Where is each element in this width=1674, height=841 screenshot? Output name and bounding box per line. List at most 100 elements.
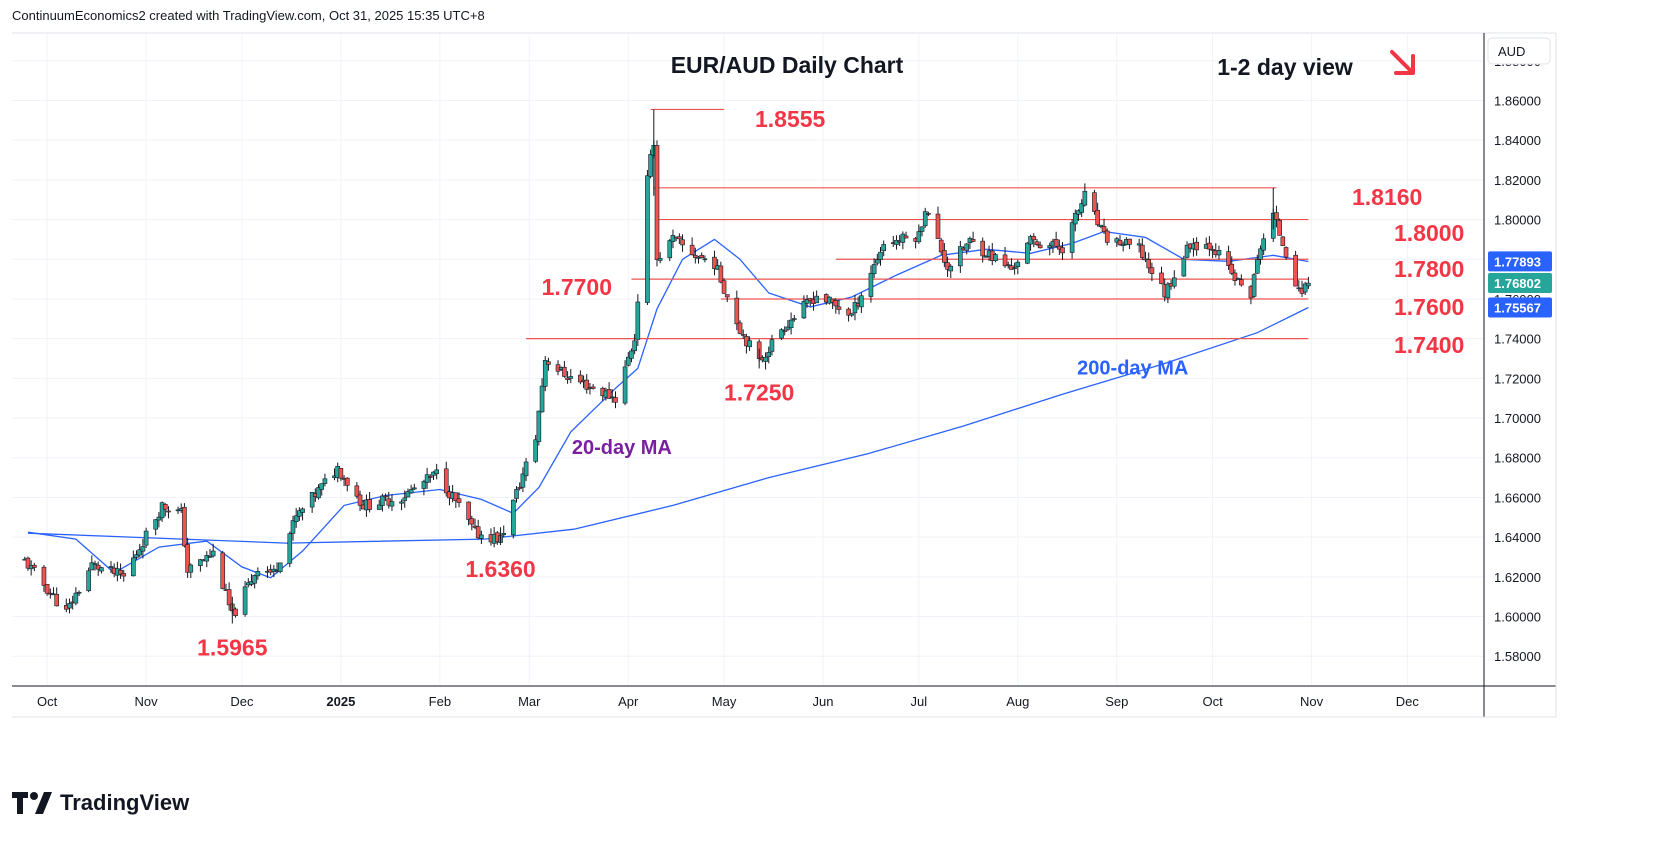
- candle: [763, 352, 768, 370]
- candle: [297, 507, 302, 521]
- candle: [44, 584, 50, 596]
- candle: [578, 370, 583, 385]
- candle-body: [814, 295, 819, 304]
- candle: [1082, 183, 1088, 207]
- candle-body: [542, 360, 548, 387]
- candle-body: [383, 495, 388, 498]
- candle: [89, 555, 95, 571]
- candle: [511, 499, 516, 539]
- candle: [648, 149, 653, 179]
- candle: [584, 374, 590, 394]
- candle-body: [159, 502, 165, 519]
- candle-body: [606, 389, 612, 399]
- candle-body: [734, 297, 740, 325]
- candle-body: [1254, 259, 1260, 274]
- candle: [153, 519, 158, 536]
- candle-body: [859, 295, 864, 308]
- candle: [220, 550, 226, 590]
- candle: [54, 587, 60, 607]
- candle-body: [712, 256, 717, 269]
- candle: [546, 357, 551, 371]
- level-label: 1.7800: [1394, 256, 1464, 282]
- candle-body: [514, 489, 519, 499]
- candle-body: [1277, 220, 1282, 236]
- candle-body: [1149, 267, 1155, 274]
- candle-body: [846, 308, 851, 316]
- candle-body: [970, 238, 976, 242]
- candle: [622, 360, 628, 406]
- chart-attribution: ContinuumEconomics2 created with Trading…: [12, 8, 485, 23]
- tradingview-logo-icon: [12, 792, 52, 814]
- price-tag: [1488, 273, 1552, 294]
- candle: [226, 582, 232, 611]
- candle-body: [737, 322, 743, 334]
- candle-body: [511, 499, 516, 536]
- candle: [562, 360, 567, 378]
- x-tick-label: Oct: [1202, 694, 1223, 709]
- candle-body: [520, 473, 526, 488]
- candle: [99, 566, 104, 574]
- candle: [1165, 282, 1171, 304]
- candle: [1104, 228, 1110, 246]
- candle-body: [625, 356, 631, 366]
- candle-body: [204, 555, 210, 562]
- candle: [338, 467, 344, 481]
- candle-body: [434, 469, 439, 475]
- candle: [788, 312, 794, 335]
- candle: [290, 515, 296, 541]
- candle-body: [1127, 238, 1132, 245]
- candle-body: [539, 385, 545, 413]
- candle-body: [137, 549, 143, 556]
- x-tick-label: Dec: [230, 694, 254, 709]
- candle-body: [964, 243, 970, 251]
- candle-body: [131, 557, 136, 577]
- candle-body: [779, 329, 784, 339]
- candle-body: [1181, 258, 1187, 277]
- candle-body: [99, 567, 104, 572]
- candle: [73, 587, 79, 606]
- candle-body: [740, 334, 746, 336]
- candle-body: [1031, 236, 1037, 241]
- candle-body: [1274, 212, 1279, 220]
- candle-body: [427, 476, 433, 478]
- candle: [1232, 269, 1238, 286]
- candle-body: [198, 559, 203, 566]
- candle: [1274, 205, 1279, 228]
- candle: [252, 574, 257, 589]
- candle: [1216, 245, 1222, 260]
- candle: [737, 320, 743, 335]
- candle-body: [1098, 224, 1104, 228]
- candle-body: [1136, 243, 1142, 246]
- candle: [645, 170, 650, 305]
- candle-body: [632, 340, 637, 352]
- candle: [769, 334, 775, 356]
- candle: [421, 479, 427, 496]
- candle: [689, 237, 695, 256]
- candle: [680, 234, 685, 252]
- candle-body: [721, 280, 727, 294]
- x-tick-label: Feb: [429, 694, 451, 709]
- candle-body: [718, 265, 724, 283]
- candle: [1280, 236, 1286, 246]
- y-tick-label: 1.62000: [1494, 570, 1541, 585]
- candle-body: [689, 244, 695, 256]
- candle: [539, 378, 545, 413]
- candle: [1002, 246, 1008, 268]
- grid: [12, 33, 1484, 686]
- candle: [1015, 259, 1021, 275]
- candle: [693, 247, 698, 264]
- candle: [402, 490, 408, 508]
- candle: [156, 512, 162, 528]
- candle-body: [1258, 248, 1263, 260]
- candle: [357, 490, 363, 512]
- candle: [629, 348, 634, 363]
- candle-body: [629, 350, 634, 359]
- candle-body: [67, 603, 72, 609]
- candle-body: [680, 239, 685, 246]
- candle-body: [1002, 254, 1008, 267]
- candle: [344, 477, 350, 492]
- candle: [657, 252, 663, 264]
- tradingview-brand[interactable]: TradingView: [12, 790, 189, 816]
- candle-body: [134, 554, 139, 558]
